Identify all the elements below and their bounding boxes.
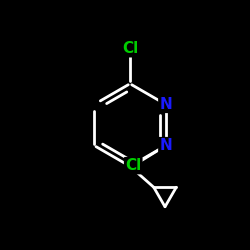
Text: Cl: Cl: [122, 41, 138, 56]
Text: Cl: Cl: [125, 158, 141, 173]
Text: N: N: [159, 138, 172, 153]
Text: N: N: [159, 97, 172, 112]
